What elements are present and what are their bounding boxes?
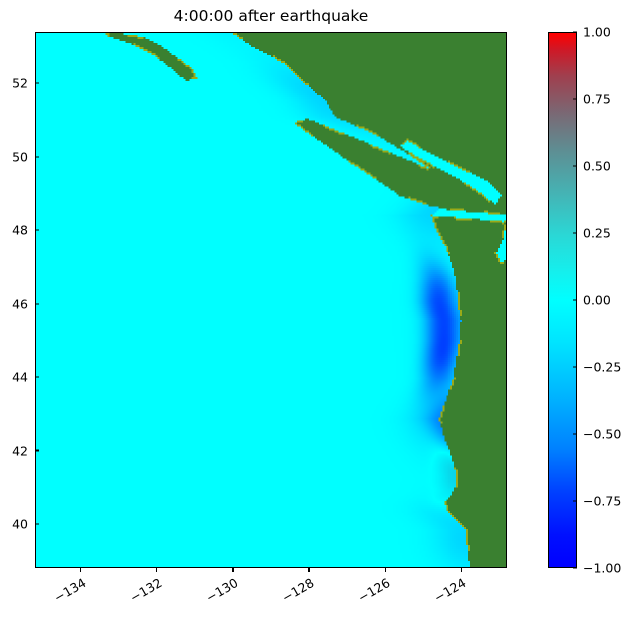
y-axis-tick: 44 [12,370,39,385]
y-axis-tick: 50 [12,149,39,164]
map-axes[interactable] [35,32,507,568]
colorbar-tick: −0.25 [573,360,621,375]
y-axis-tick: 52 [12,76,39,91]
page-title: 4:00:00 after earthquake [173,7,369,25]
colorbar-tick: 0.50 [573,159,611,174]
colorbar-tick: −0.75 [573,494,621,509]
colorbar-tick: 0.75 [573,92,611,107]
colorbar-tick: −0.50 [573,427,621,442]
y-axis-tick: 48 [12,223,39,238]
colorbar-tick: 0.25 [573,226,611,241]
y-axis-tick: 42 [12,443,39,458]
colorbar-tick: −1.00 [573,561,621,576]
tsunami-heatmap [36,33,506,567]
colorbar-tick: 1.00 [573,25,611,40]
y-axis-tick: 40 [12,516,39,531]
colorbar-tick: 0.00 [573,293,611,308]
y-axis-tick: 46 [12,296,39,311]
